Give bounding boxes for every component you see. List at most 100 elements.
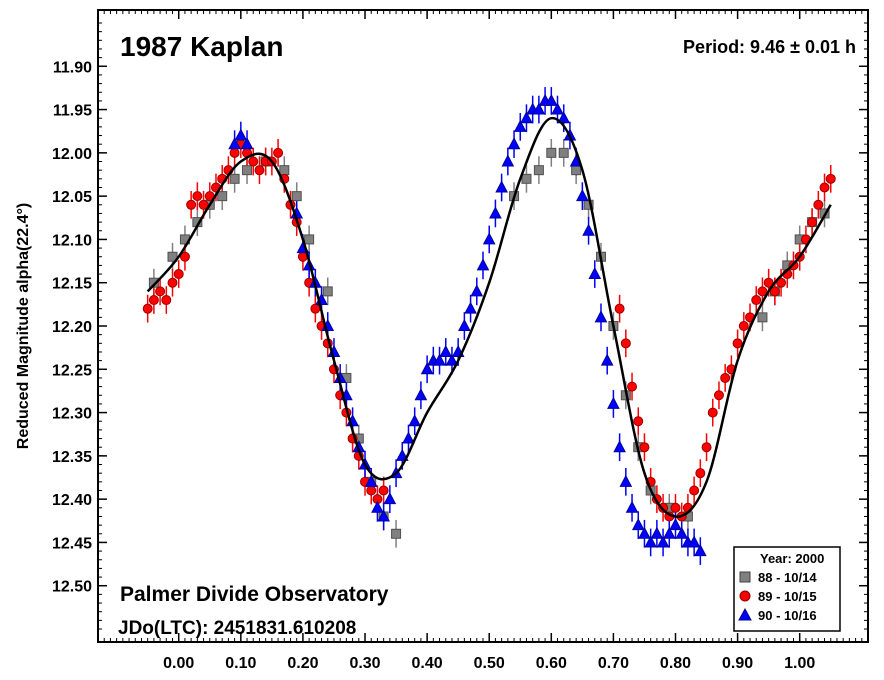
data-point-89: [713, 390, 724, 401]
y-tick-label-3: 12.05: [52, 189, 92, 206]
legend-marker-circle: [739, 590, 751, 602]
data-point-89: [161, 295, 172, 306]
observatory-label: Palmer Divide Observatory: [120, 583, 389, 606]
data-point-89: [142, 303, 153, 314]
data-point-89: [695, 468, 706, 479]
data-point-90: [631, 518, 645, 531]
data-point-89: [807, 217, 818, 228]
data-point-90: [228, 137, 241, 150]
legend: Year: 2000 88 - 10/14 89 - 10/15 90 - 10…: [733, 546, 841, 632]
data-point-90: [656, 535, 670, 548]
data-point-90: [234, 128, 248, 141]
data-point-90: [576, 189, 589, 202]
data-point-89: [366, 485, 377, 496]
data-point-88: [521, 173, 532, 184]
data-point-89: [254, 165, 265, 176]
data-point-90: [625, 500, 639, 513]
data-point-90: [638, 526, 651, 539]
data-point-89: [173, 269, 184, 280]
data-point-89: [763, 277, 774, 288]
data-point-90: [240, 137, 254, 150]
y-tick-label-9: 12.35: [52, 449, 92, 466]
y-tick-label-10: 12.40: [52, 492, 92, 509]
y-tick-label-5: 12.15: [52, 276, 92, 293]
x-tick-label-2: 0.20: [287, 655, 318, 672]
data-point-88: [571, 165, 582, 176]
data-point-89: [813, 199, 824, 210]
data-point-90: [650, 526, 664, 539]
x-tick-label-4: 0.40: [412, 655, 443, 672]
data-point-90: [458, 318, 471, 331]
y-tick-label-12: 12.50: [52, 579, 92, 596]
data-point-90: [619, 474, 633, 487]
data-point-90: [613, 440, 626, 453]
data-point-90: [694, 544, 707, 557]
legend-box: [733, 546, 841, 632]
data-point-89: [155, 286, 166, 297]
data-point-90: [414, 388, 428, 401]
y-tick-label-4: 12.10: [52, 232, 92, 249]
y-tick-label-1: 11.95: [53, 103, 92, 120]
x-tick-label-7: 0.70: [598, 655, 629, 672]
data-point-90: [687, 535, 701, 548]
data-point-88: [304, 234, 315, 245]
data-point-89: [310, 303, 321, 314]
data-point-89: [148, 295, 159, 306]
legend-label-90: 90 - 10/16: [758, 608, 817, 623]
data-point-89: [620, 338, 631, 349]
x-tick-label-0: 0.00: [163, 655, 194, 672]
y-tick-label-8: 12.30: [52, 406, 92, 423]
data-point-89: [229, 147, 240, 158]
data-point-90: [675, 526, 689, 539]
data-point-88: [757, 312, 768, 323]
data-point-90: [600, 353, 614, 366]
data-point-90: [532, 102, 546, 115]
data-point-90: [371, 500, 384, 513]
data-point-90: [476, 258, 490, 271]
data-point-89: [633, 416, 644, 427]
data-point-90: [464, 301, 477, 314]
data-point-90: [482, 232, 496, 245]
legend-label-89: 89 - 10/15: [758, 589, 817, 604]
data-point-88: [217, 191, 228, 202]
data-point-90: [607, 396, 620, 409]
data-point-90: [495, 180, 508, 193]
data-point-90: [551, 102, 564, 115]
data-point-89: [701, 442, 712, 453]
data-point-89: [614, 303, 625, 314]
data-point-89: [192, 191, 203, 202]
data-point-90: [582, 223, 595, 236]
data-point-90: [445, 353, 459, 366]
data-point-89: [167, 277, 178, 288]
data-point-89: [179, 251, 190, 262]
y-tick-label-6: 12.20: [52, 319, 92, 336]
y-tick-label-11: 12.45: [52, 535, 92, 552]
data-point-90: [557, 111, 571, 124]
x-tick-label-6: 0.60: [536, 655, 567, 672]
data-point-90: [470, 284, 484, 297]
legend-title: Year: 2000: [760, 551, 824, 566]
x-axis: 0.00 0.10 0.20 0.30 0.40 0.50 0.60 0.70 0.80 0.90…: [103, 10, 863, 672]
y-axis: 11.90 11.95 12.00 12.05 12.10 12.15 12.20 12.25…: [52, 22, 868, 630]
data-point-89: [248, 156, 259, 167]
data-point-89: [769, 286, 780, 297]
data-point-89: [689, 485, 700, 496]
data-point-88: [148, 277, 159, 288]
data-point-89: [273, 147, 284, 158]
data-point-90: [377, 509, 390, 522]
data-point-88: [167, 251, 178, 262]
data-point-90: [669, 518, 682, 531]
x-tick-label-5: 0.50: [474, 655, 505, 672]
data-point-89: [378, 485, 389, 496]
data-point-90: [439, 344, 453, 357]
data-point-89: [819, 182, 830, 193]
chart-title: 1987 Kaplan: [120, 31, 283, 62]
data-point-88: [533, 165, 544, 176]
data-point-90: [408, 414, 422, 427]
fit-curve: [146, 116, 832, 518]
data-point-90: [594, 310, 608, 323]
data-point-88: [322, 286, 333, 297]
data-point-89: [186, 199, 197, 210]
data-point-90: [513, 119, 527, 132]
